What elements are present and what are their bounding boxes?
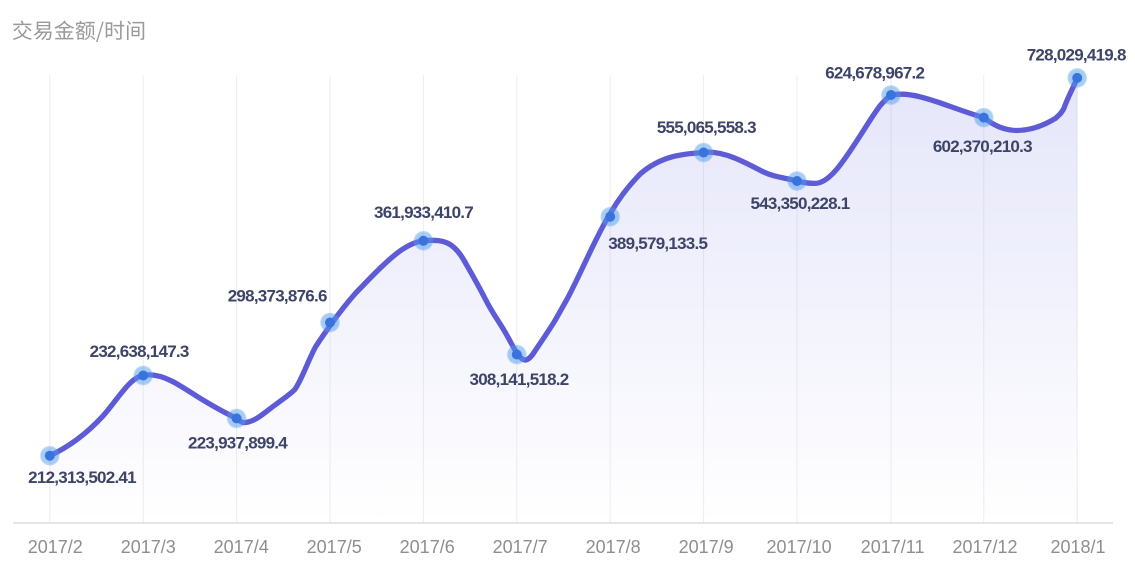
svg-text:2017/9: 2017/9 xyxy=(679,537,734,557)
svg-text:389,579,133.5: 389,579,133.5 xyxy=(608,234,707,253)
svg-text:223,937,899.4: 223,937,899.4 xyxy=(188,433,288,452)
svg-text:2017/8: 2017/8 xyxy=(586,537,641,557)
svg-text:2017/6: 2017/6 xyxy=(400,537,455,557)
svg-text:555,065,558.3: 555,065,558.3 xyxy=(657,118,756,137)
svg-text:2017/10: 2017/10 xyxy=(767,537,832,557)
svg-text:2017/4: 2017/4 xyxy=(214,537,269,557)
svg-text:308,141,518.2: 308,141,518.2 xyxy=(470,370,569,389)
svg-text:602,370,210.3: 602,370,210.3 xyxy=(933,137,1032,156)
svg-text:728,029,419.8: 728,029,419.8 xyxy=(1027,45,1126,64)
svg-text:2017/3: 2017/3 xyxy=(121,537,176,557)
svg-text:232,638,147.3: 232,638,147.3 xyxy=(90,342,189,361)
svg-text:2017/12: 2017/12 xyxy=(952,537,1017,557)
svg-text:2017/2: 2017/2 xyxy=(28,537,83,557)
svg-text:2018/1: 2018/1 xyxy=(1050,537,1105,557)
svg-text:212,313,502.41: 212,313,502.41 xyxy=(28,468,136,487)
svg-text:624,678,967.2: 624,678,967.2 xyxy=(825,63,924,82)
svg-text:2017/7: 2017/7 xyxy=(493,537,548,557)
svg-text:361,933,410.7: 361,933,410.7 xyxy=(374,203,473,222)
svg-text:2017/11: 2017/11 xyxy=(861,537,925,557)
svg-text:2017/5: 2017/5 xyxy=(307,537,362,557)
svg-text:543,350,228.1: 543,350,228.1 xyxy=(751,194,850,213)
svg-text:298,373,876.6: 298,373,876.6 xyxy=(228,286,327,305)
